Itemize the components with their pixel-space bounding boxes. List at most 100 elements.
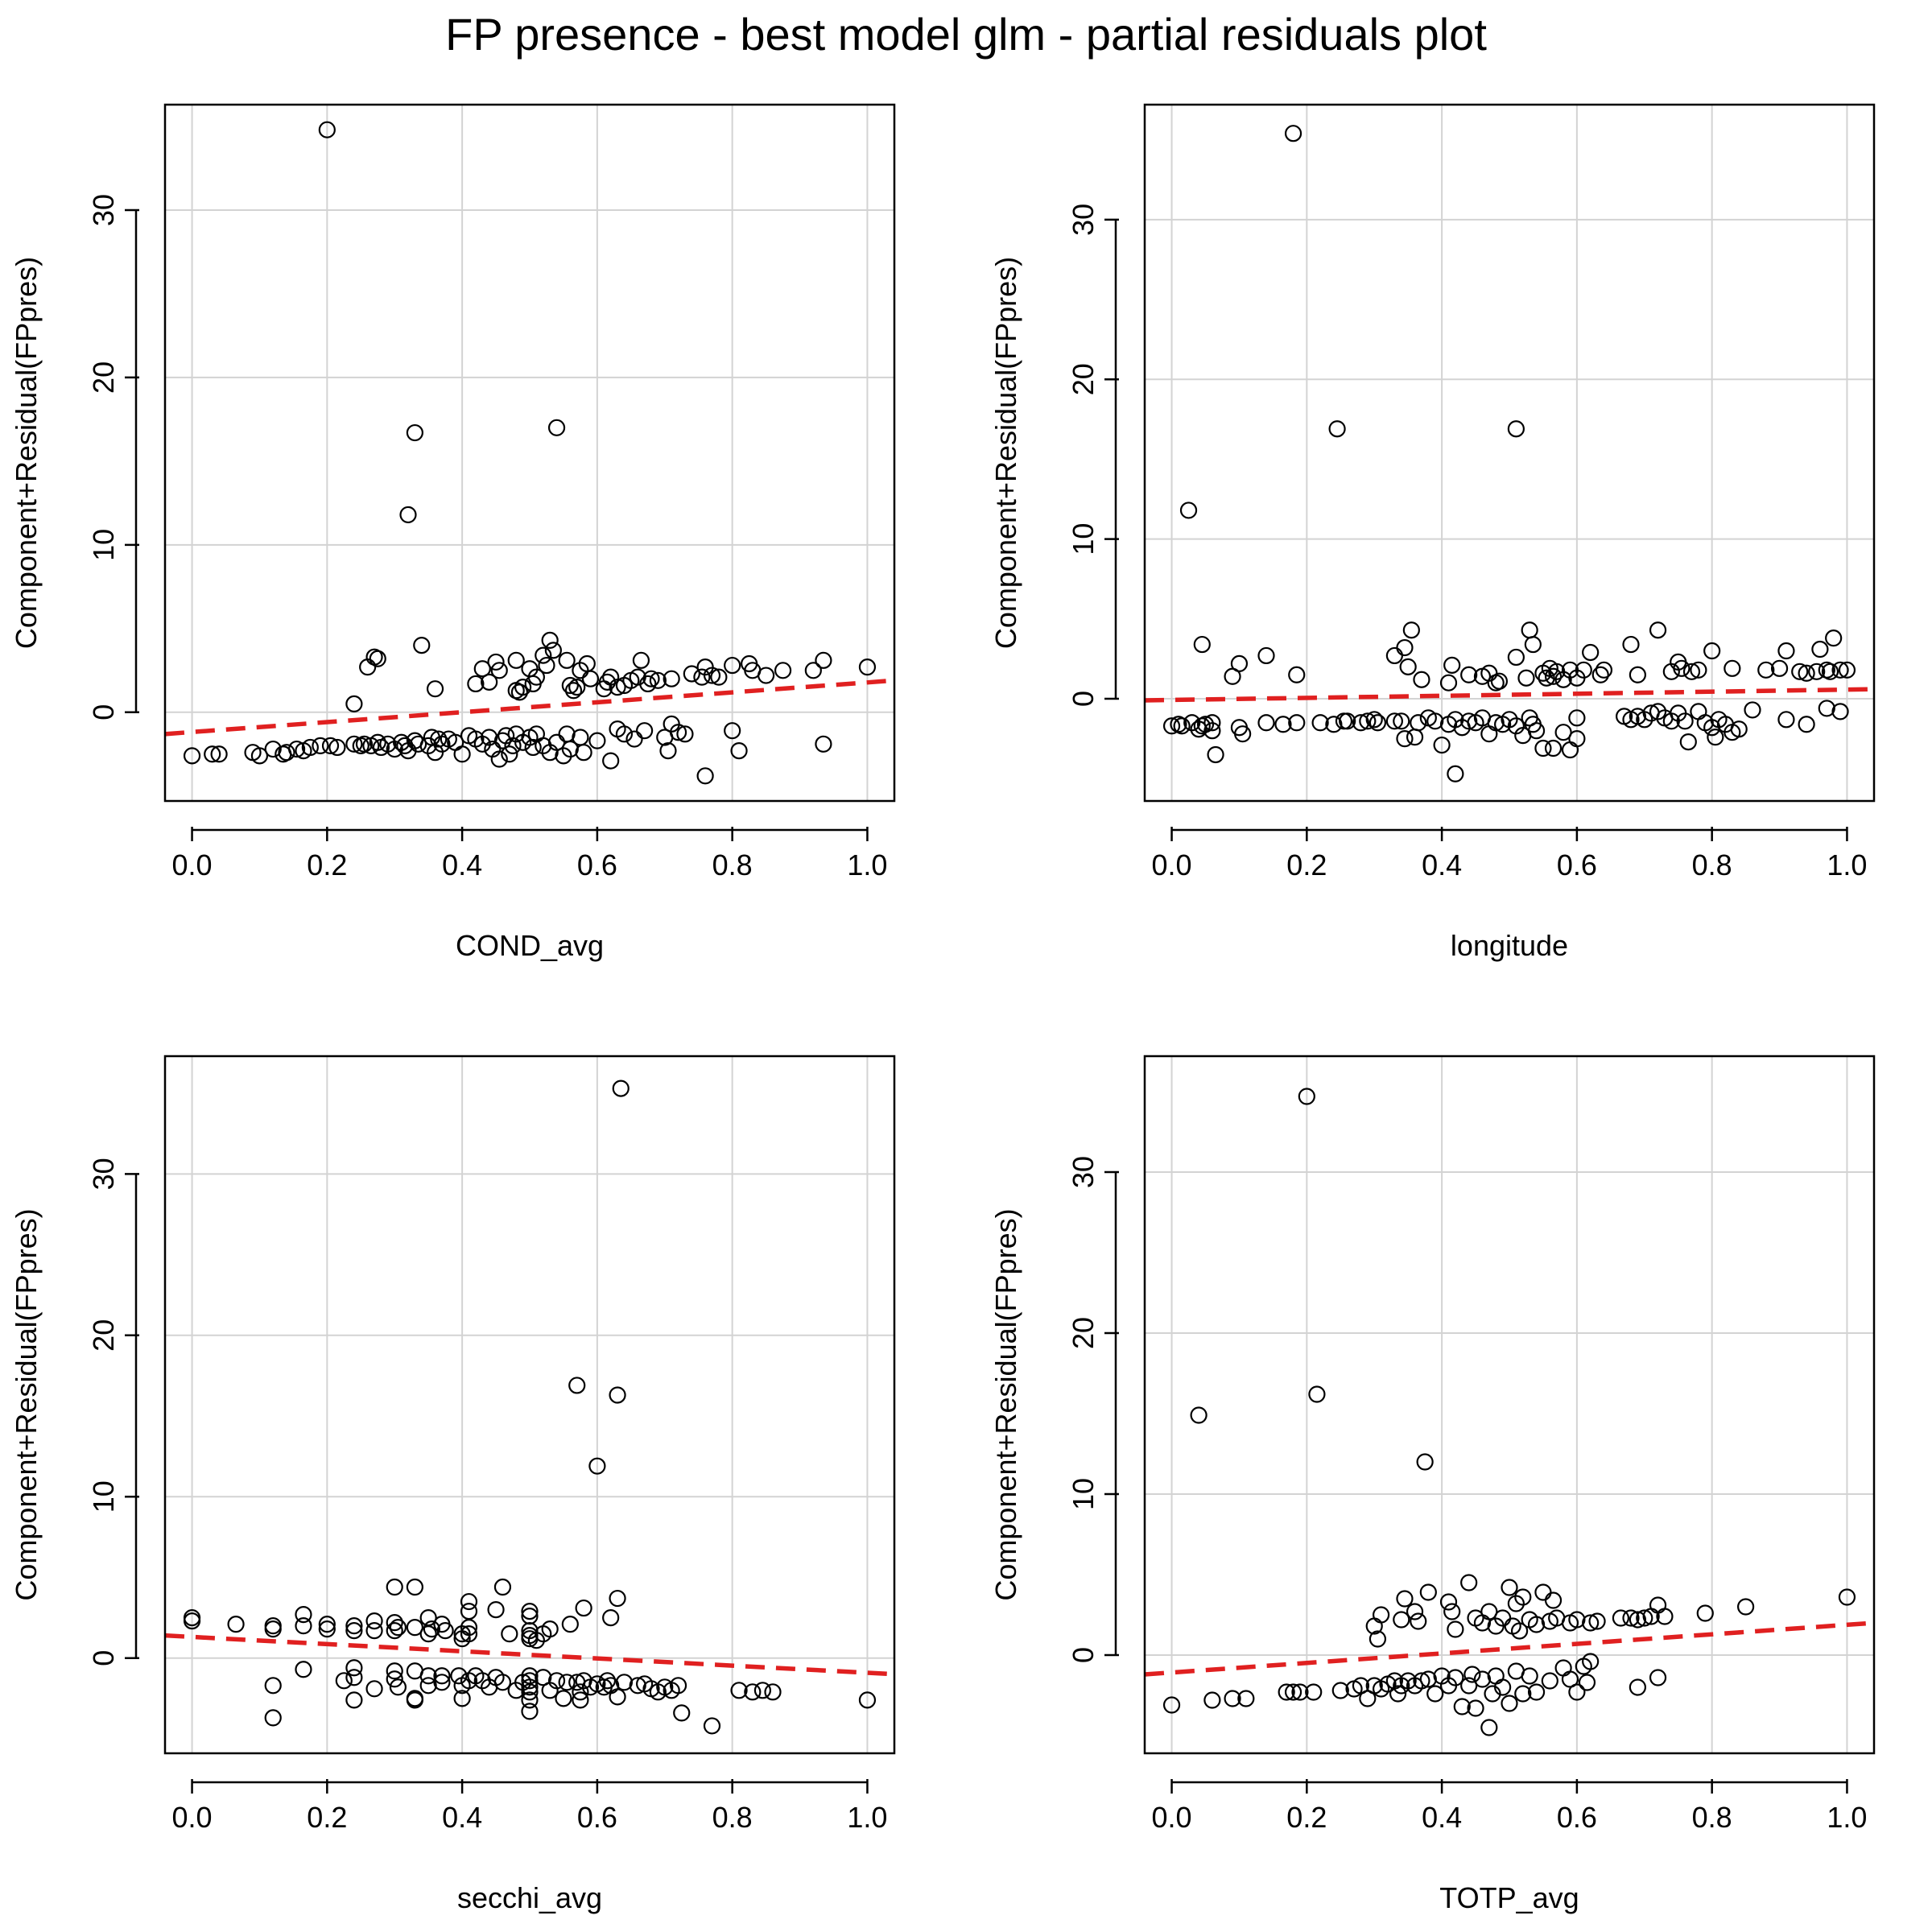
data-point xyxy=(1416,1453,1434,1471)
data-point xyxy=(501,1625,518,1643)
data-point xyxy=(1554,724,1572,741)
data-point xyxy=(1554,1659,1572,1677)
data-point xyxy=(724,656,741,675)
data-point xyxy=(1527,722,1546,740)
data-point xyxy=(399,506,417,524)
x-axis-label: longitude xyxy=(1451,929,1568,962)
data-point xyxy=(1494,1678,1512,1696)
data-point xyxy=(1352,714,1370,732)
data-point xyxy=(555,1690,572,1707)
data-point xyxy=(1298,1088,1315,1105)
data-point xyxy=(1730,720,1748,738)
data-point xyxy=(561,676,579,695)
data-point xyxy=(724,722,741,740)
data-point xyxy=(204,745,221,763)
data-point xyxy=(561,1616,579,1633)
data-point xyxy=(1514,1685,1532,1703)
data-point xyxy=(1544,739,1563,758)
data-point xyxy=(1447,1669,1464,1686)
x-tick-label: 1.0 xyxy=(1827,1801,1867,1834)
data-point xyxy=(460,1625,478,1643)
data-point xyxy=(612,1080,630,1097)
data-point xyxy=(473,660,491,678)
data-point xyxy=(386,1670,403,1688)
data-point xyxy=(1582,1614,1600,1632)
data-point xyxy=(632,651,650,669)
x-tick-label: 0.6 xyxy=(577,1801,617,1834)
figure-title: FP presence - best model glm - partial r… xyxy=(445,9,1487,60)
data-point xyxy=(1284,1683,1302,1701)
data-point xyxy=(365,1612,383,1630)
data-point xyxy=(345,1691,363,1709)
data-point xyxy=(602,752,620,770)
data-point xyxy=(598,1672,617,1690)
data-point xyxy=(1517,669,1535,687)
data-point xyxy=(1335,712,1353,730)
data-point xyxy=(264,1677,282,1695)
data-point xyxy=(321,737,340,754)
data-point xyxy=(1463,1666,1481,1683)
data-point xyxy=(1568,1683,1586,1701)
data-point xyxy=(1460,1677,1478,1695)
data-point xyxy=(345,1617,363,1635)
data-point xyxy=(1230,654,1249,672)
data-point xyxy=(1582,1653,1600,1670)
x-tick-label: 1.0 xyxy=(1827,848,1867,881)
data-point xyxy=(561,740,579,758)
data-point xyxy=(673,1704,691,1722)
data-point xyxy=(406,1691,423,1709)
data-point xyxy=(295,1617,312,1635)
data-point xyxy=(588,732,606,749)
y-tick-label: 0 xyxy=(1067,1647,1100,1663)
data-point xyxy=(419,1667,437,1685)
x-tick-label: 0.2 xyxy=(307,1801,347,1834)
data-point xyxy=(1629,1678,1646,1696)
data-point xyxy=(1193,635,1211,654)
data-point xyxy=(1373,1606,1390,1624)
data-point xyxy=(1274,716,1292,733)
data-point xyxy=(507,651,525,669)
data-point xyxy=(419,1677,437,1695)
data-point xyxy=(521,1602,539,1620)
data-point xyxy=(1460,1574,1478,1591)
data-point xyxy=(1568,730,1586,748)
data-point xyxy=(1419,1583,1437,1601)
y-tick-label: 30 xyxy=(87,194,120,226)
data-point xyxy=(1622,1609,1640,1627)
data-point xyxy=(278,744,295,762)
data-point xyxy=(774,662,792,679)
data-point xyxy=(1439,674,1458,691)
data-point xyxy=(676,725,694,743)
data-point xyxy=(1257,714,1275,732)
data-point xyxy=(490,750,508,768)
y-tick-label: 0 xyxy=(1067,691,1100,707)
data-point xyxy=(1703,642,1721,660)
data-point xyxy=(649,671,667,689)
data-point xyxy=(1257,646,1275,665)
data-point xyxy=(568,679,586,696)
data-point xyxy=(547,419,566,436)
data-point xyxy=(409,735,427,753)
data-point xyxy=(541,1620,559,1638)
data-point xyxy=(1339,712,1356,730)
data-point xyxy=(1352,1677,1370,1695)
data-point xyxy=(1284,125,1302,142)
data-point xyxy=(538,656,555,675)
data-point xyxy=(328,738,346,757)
data-point xyxy=(1682,663,1701,680)
data-point xyxy=(419,1625,437,1643)
data-point xyxy=(1480,1603,1498,1620)
y-tick-label: 30 xyxy=(1067,204,1100,236)
data-point xyxy=(609,1386,626,1404)
panel-longitude: 0.0 0.2 0.4 0.6 0.8 1.0 0 10 20 30 longitude Compon… xyxy=(989,103,1876,962)
data-point xyxy=(227,1616,245,1633)
data-point xyxy=(406,423,423,442)
data-point xyxy=(1480,725,1498,743)
data-point xyxy=(1501,1695,1518,1712)
data-point xyxy=(1757,661,1775,679)
data-point xyxy=(1636,1609,1653,1627)
data-point xyxy=(1588,1612,1606,1630)
data-point xyxy=(355,735,374,753)
x-tick-label: 0.8 xyxy=(1692,848,1732,881)
data-point xyxy=(1453,1698,1471,1715)
